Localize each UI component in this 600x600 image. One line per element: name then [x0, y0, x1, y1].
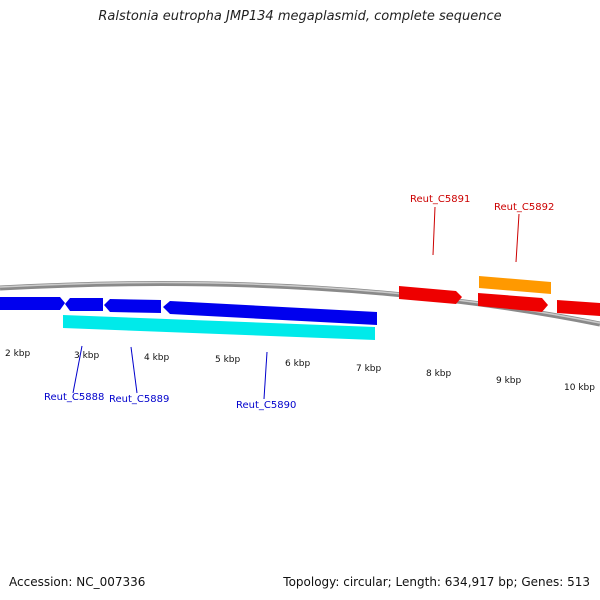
gene-arrow-cyan[interactable] — [63, 315, 375, 340]
scale-label: 9 kbp — [496, 376, 522, 386]
gene-arrow-red-3[interactable] — [557, 300, 600, 316]
leader-line-c5891 — [432, 206, 436, 256]
gene-arrow-orange[interactable] — [479, 276, 551, 294]
map-title: Ralstonia eutropha JMP134 megaplasmid, c… — [98, 9, 502, 24]
scale-label: 8 kbp — [426, 369, 452, 379]
leader-line-c5889 — [130, 346, 138, 394]
scale-label: 2 kbp — [5, 349, 31, 359]
gene-label-c5890[interactable]: Reut_C5890 — [236, 400, 296, 411]
gene-arrow-blue-1[interactable] — [0, 297, 65, 310]
leader-line-c5890 — [263, 351, 268, 400]
gene-label-c5888[interactable]: Reut_C5888 — [44, 392, 104, 403]
accession-text: Accession: NC_007336 — [9, 575, 146, 589]
gene-arrow-red-1[interactable] — [399, 286, 462, 304]
scale-label: 5 kbp — [215, 355, 241, 365]
scale-label: 4 kbp — [144, 353, 170, 363]
plasmid-backbone — [0, 281, 600, 327]
gene-label-c5889[interactable]: Reut_C5889 — [109, 394, 169, 405]
gene-arrow-blue-2[interactable] — [65, 298, 103, 311]
topology-summary: Topology: circular; Length: 634,917 bp; … — [283, 575, 590, 589]
gene-label-c5891[interactable]: Reut_C5891 — [410, 194, 470, 205]
gene-arrow-blue-4[interactable] — [163, 301, 377, 325]
scale-label: 3 kbp — [74, 351, 100, 361]
leader-line-c5888 — [72, 345, 83, 394]
scale-label: 6 kbp — [285, 359, 311, 369]
scale-label: 7 kbp — [356, 364, 382, 374]
gene-arrow-blue-3[interactable] — [104, 299, 161, 313]
leader-line-c5892 — [515, 213, 520, 263]
gene-label-c5892[interactable]: Reut_C5892 — [494, 202, 554, 213]
gene-arrow-red-2[interactable] — [478, 293, 548, 312]
scale-label: 10 kbp — [564, 383, 595, 393]
